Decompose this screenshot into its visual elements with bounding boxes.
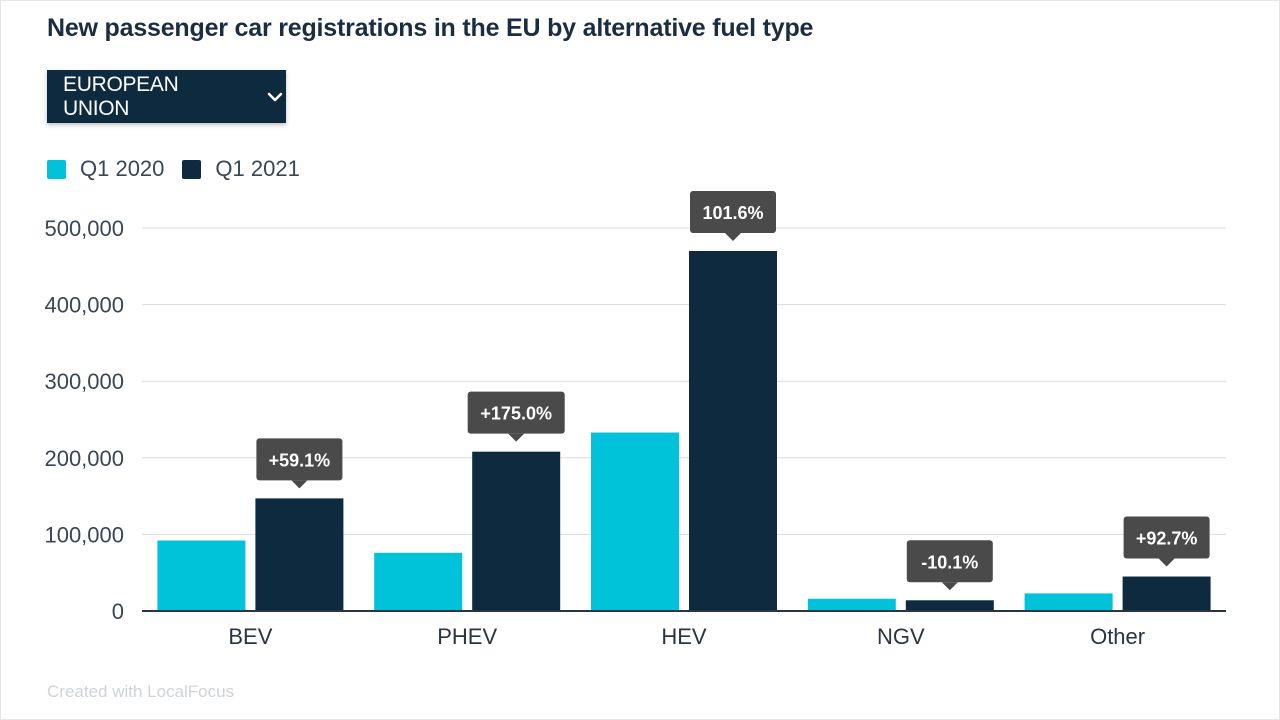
legend-swatch-q1-2020 [47,159,66,179]
change-tooltip-box [467,391,565,434]
bar-other-q1-2020[interactable] [1024,593,1113,611]
change-tooltip-label: -10.1% [921,552,978,572]
chart-title: New passenger car registrations in the E… [47,14,814,42]
change-tooltip-box [906,540,993,583]
change-tooltip-pointer [725,232,741,241]
change-tooltip-box [256,438,343,481]
legend: Q1 2020 Q1 2021 [47,156,318,182]
bar-phev-q1-2020[interactable] [374,552,463,611]
x-tick-label: PHEV [437,624,497,649]
chevron-down-icon [264,86,286,108]
change-tooltip-box [690,190,776,233]
legend-label-q1-2021: Q1 2021 [215,156,300,181]
region-dropdown[interactable]: EUROPEAN UNION [47,70,286,123]
legend-swatch-q1-2021 [182,159,202,179]
region-dropdown-label: EUROPEAN UNION [63,72,179,120]
x-tick-label: Other [1090,624,1145,649]
legend-item-q1-2021[interactable]: Q1 2021 [182,156,300,182]
bar-bev-q1-2020[interactable] [157,540,246,611]
bar-bev-q1-2021[interactable] [255,498,344,611]
change-tooltip-pointer [291,480,308,489]
change-tooltip-label: +175.0% [480,404,552,424]
y-tick-label: 400,000 [44,293,124,318]
y-tick-label: 300,000 [44,369,124,394]
bar-hev-q1-2021[interactable] [689,250,777,612]
y-tick-label: 0 [112,599,124,624]
x-tick-label: HEV [661,624,707,649]
change-tooltip-pointer [1158,558,1175,567]
legend-item-q1-2020[interactable]: Q1 2020 [47,156,164,182]
y-tick-label: 200,000 [44,446,124,471]
change-tooltip-pointer [941,582,958,591]
change-tooltip-label: 101.6% [702,203,763,223]
x-tick-label: NGV [877,624,925,649]
y-tick-label: 100,000 [44,522,124,547]
bar-ngv-q1-2021[interactable] [905,600,994,611]
change-tooltip-label: +59.1% [269,450,331,470]
bar-hev-q1-2020[interactable] [591,432,679,611]
footer-credit: Created with LocalFocus [47,682,235,701]
change-tooltip-box [1123,516,1210,559]
change-tooltip-pointer [508,433,525,442]
y-tick-label: 500,000 [44,216,124,241]
legend-label-q1-2020: Q1 2020 [80,156,165,181]
bar-ngv-q1-2020[interactable] [807,598,896,611]
x-tick-label: BEV [228,624,272,649]
bar-other-q1-2021[interactable] [1122,576,1211,611]
bar-phev-q1-2021[interactable] [472,451,561,611]
change-tooltip-label: +92.7% [1136,529,1198,549]
